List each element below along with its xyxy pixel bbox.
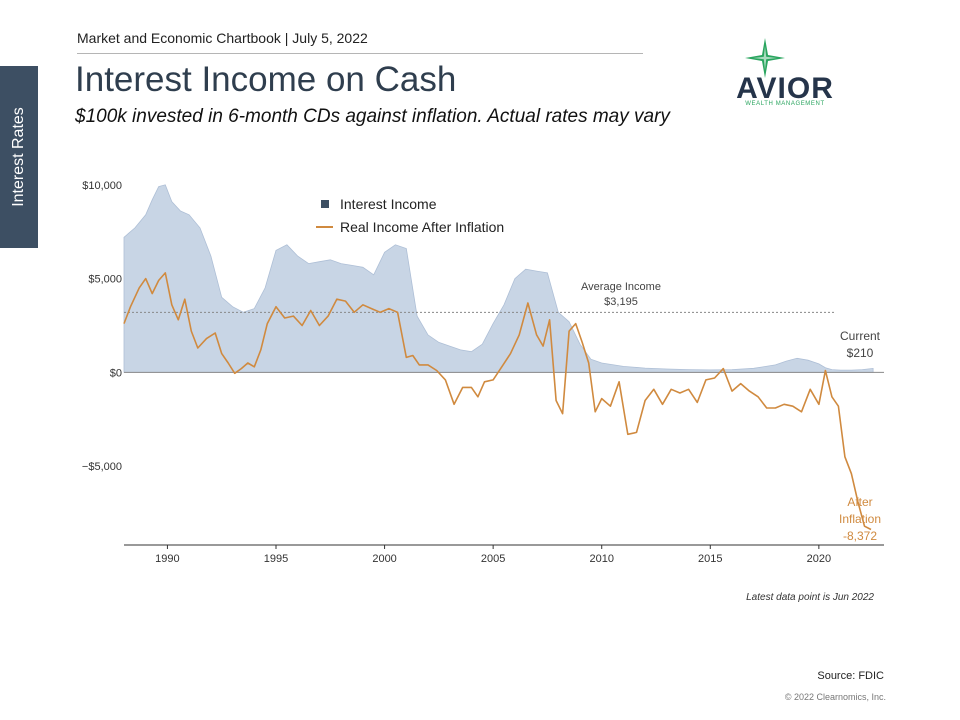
x-tick-label: 2010: [589, 553, 613, 565]
page-subtitle: $100k invested in 6-month CDs against in…: [75, 106, 670, 127]
logo-wordmark: AVIOR: [736, 72, 834, 105]
x-tick-label: 2015: [698, 553, 722, 565]
x-tick-label: 2000: [372, 553, 396, 565]
legend-income-label: Interest Income: [340, 196, 437, 212]
current-value: $210: [847, 346, 874, 360]
logo-tagline: WEALTH MANAGEMENT: [745, 101, 825, 107]
y-tick-label: $0: [110, 367, 122, 379]
legend-real-label: Real Income After Inflation: [340, 219, 504, 235]
avior-logo: AVIOR WEALTH MANAGEMENT: [732, 38, 838, 110]
copyright-label: © 2022 Clearnomics, Inc.: [784, 692, 886, 702]
y-tick-label: $10,000: [82, 180, 122, 192]
star-icon: [745, 38, 785, 78]
after-inflation-label: After: [847, 495, 872, 509]
side-tab: Interest Rates: [0, 66, 38, 248]
current-label: Current: [840, 329, 881, 343]
real-income-line: [123, 272, 872, 531]
x-tick-label: 1990: [155, 553, 179, 565]
after-inflation-label: Inflation: [839, 512, 881, 526]
average-income-value: $3,195: [604, 296, 638, 308]
interest-income-area: [123, 184, 874, 373]
chartbook-header: Market and Economic Chartbook | July 5, …: [77, 30, 368, 46]
latest-data-note: Latest data point is Jun 2022: [746, 592, 874, 603]
x-tick-label: 2020: [807, 553, 831, 565]
average-income-label: Average Income: [581, 281, 661, 293]
source-label: Source: FDIC: [817, 670, 884, 682]
after-inflation-value: -8,372: [843, 529, 877, 543]
header-divider: [77, 53, 643, 54]
page-title: Interest Income on Cash: [75, 60, 457, 99]
y-tick-label: −$5,000: [82, 461, 122, 473]
x-tick-label: 1995: [264, 553, 288, 565]
legend-income-swatch: [321, 200, 329, 208]
x-tick-label: 2005: [481, 553, 505, 565]
y-tick-label: $5,000: [88, 274, 122, 286]
